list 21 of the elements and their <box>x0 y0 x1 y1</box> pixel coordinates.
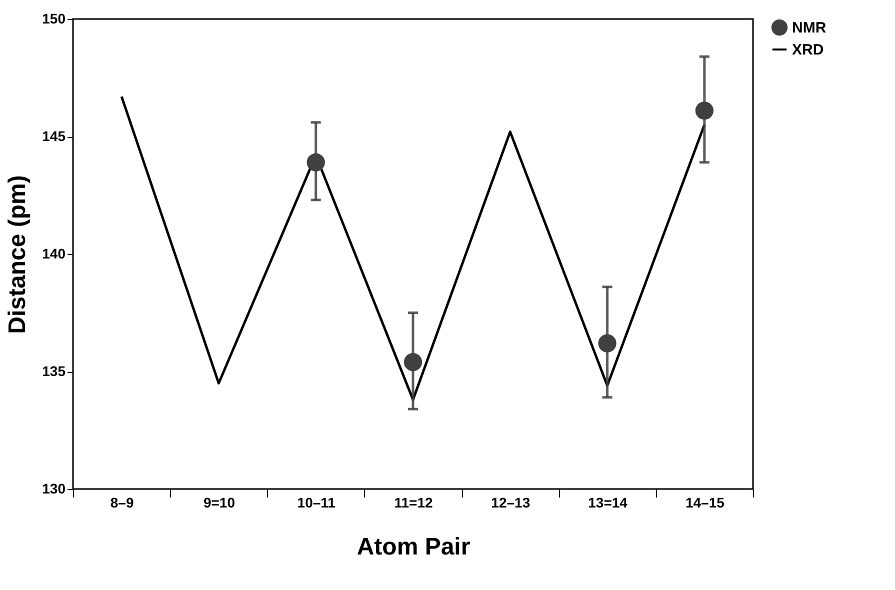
x-tick-label: 10–11 <box>297 494 336 510</box>
point <box>598 334 616 352</box>
y-tick-label: 135 <box>42 363 66 379</box>
point <box>695 102 714 120</box>
x-tick-label: 8–9 <box>110 494 134 510</box>
y-tick-label: 130 <box>42 480 66 496</box>
y-axis-title: Distance (pm) <box>4 175 32 334</box>
y-tick-label: 145 <box>42 128 66 144</box>
x-tick-label: 9=10 <box>203 494 236 510</box>
x-axis-title: Atom Pair <box>356 534 470 560</box>
x-tick-label: 11=12 <box>394 494 433 510</box>
x-tick-label: 12–13 <box>491 494 530 510</box>
legend-label: NMR <box>792 20 826 36</box>
x-tick-label: 14–15 <box>685 494 725 510</box>
line-series <box>120 95 706 401</box>
y-tick-label: 150 <box>42 10 66 26</box>
point <box>306 153 325 172</box>
y-tick-label: 140 <box>42 246 66 262</box>
x-tick-label: 13=14 <box>588 494 628 510</box>
legend-label: XRD <box>792 42 824 58</box>
point <box>404 353 422 372</box>
